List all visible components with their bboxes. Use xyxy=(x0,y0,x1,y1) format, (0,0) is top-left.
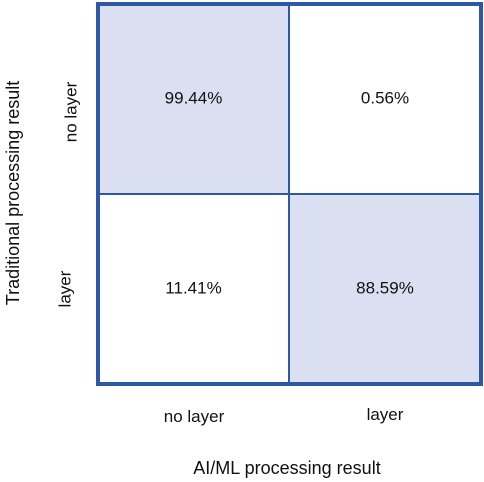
x-tick-label: no layer xyxy=(164,407,225,426)
x-tick-label: layer xyxy=(367,405,404,424)
cell-value-label: 88.59% xyxy=(356,278,414,297)
matrix-cell xyxy=(288,193,482,385)
matrix-cell xyxy=(288,3,482,195)
matrix-value-labels: 99.44% 0.56% 11.41% 88.59% xyxy=(165,88,414,297)
y-axis-title: Traditional processing result xyxy=(3,81,23,305)
matrix-cell xyxy=(97,3,290,195)
y-tick-label: layer xyxy=(55,270,74,307)
x-axis-title: AI/ML processing result xyxy=(193,458,380,478)
y-tick-label: no layer xyxy=(61,81,80,142)
matrix-cell xyxy=(97,193,290,385)
matrix-cells xyxy=(96,2,483,386)
cell-value-label: 99.44% xyxy=(165,88,223,107)
matrix-frame xyxy=(96,2,483,386)
cell-value-label: 11.41% xyxy=(165,278,221,297)
cell-value-label: 0.56% xyxy=(361,88,409,107)
